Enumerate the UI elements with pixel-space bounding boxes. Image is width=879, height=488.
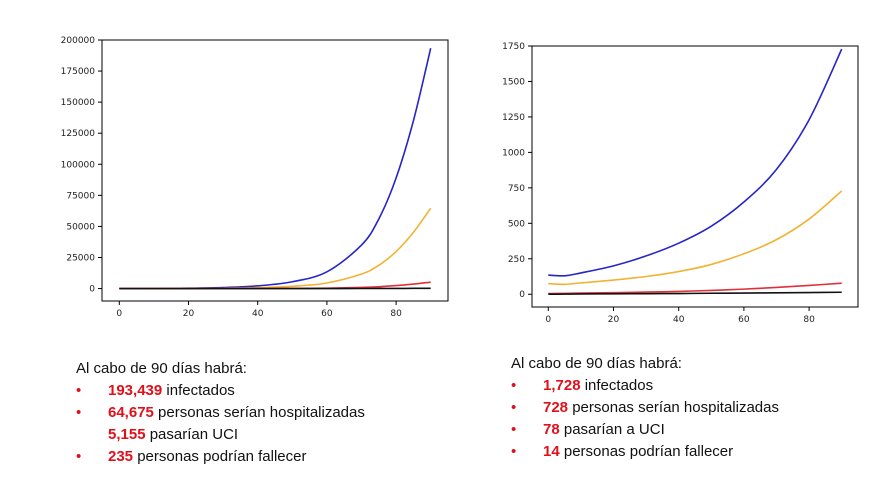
summary-right: Al cabo de 90 días habrá: • 1,728 infecta… xyxy=(511,352,851,463)
series-line-0 xyxy=(119,47,432,290)
summary-number: 235 xyxy=(108,448,134,465)
list-item: • 1,728 infectados xyxy=(511,375,851,397)
x-tick-label: 80 xyxy=(803,315,815,325)
series-line-3 xyxy=(548,291,842,296)
bullet-icon: • xyxy=(76,448,82,465)
x-tick-label: 0 xyxy=(545,315,551,325)
bullet-icon: • xyxy=(511,399,517,416)
series-line-1 xyxy=(119,207,432,290)
summary-left: Al cabo de 90 días habrá: • 193,439 infec… xyxy=(76,357,436,468)
bullet-icon: • xyxy=(511,421,517,438)
list-item: • 728 personas serían hospitalizadas xyxy=(511,397,851,419)
summary-title: Al cabo de 90 días habrá: xyxy=(76,360,247,377)
bullet-icon: • xyxy=(76,404,82,421)
summary-text: pasarían UCI xyxy=(145,426,239,443)
series-line-1 xyxy=(548,190,843,286)
x-tick-label: 0 xyxy=(116,309,122,319)
x-tick-label: 20 xyxy=(608,315,620,325)
summary-text: personas podrían fallecer xyxy=(133,448,307,465)
summary-list: • 1,728 infectados • 728 personas serían h… xyxy=(511,375,851,463)
x-tick-label: 40 xyxy=(252,309,264,319)
summary-number: 5,155 xyxy=(108,426,146,443)
list-item: • 78 pasarían a UCI xyxy=(511,419,851,441)
plot-frame xyxy=(531,45,859,308)
x-tick-label: 80 xyxy=(390,309,402,319)
summary-number: 193,439 xyxy=(108,382,163,399)
y-tick-label: 1250 xyxy=(502,113,525,123)
y-tick-label: 100000 xyxy=(61,160,96,170)
chart-right-svg: 0 250 500 750 1000 1250 1500 1750 0 20 40 60 80 xyxy=(502,42,859,325)
y-tick-label: 1750 xyxy=(502,42,525,52)
y-tick-label: 1500 xyxy=(502,77,525,87)
y-tick-label: 25000 xyxy=(66,254,95,264)
summary-text: infectados xyxy=(580,377,654,394)
series-line-2 xyxy=(548,282,842,295)
series-line-0 xyxy=(548,48,843,277)
bullet-icon: • xyxy=(511,377,517,394)
chart-left-svg: 0 25000 50000 75000 100000 125000 150000 175000… xyxy=(61,36,449,319)
y-tick-label: 500 xyxy=(508,219,525,229)
summary-text: infectados xyxy=(162,382,235,399)
summary-title: Al cabo de 90 días habrá: xyxy=(511,355,682,372)
x-tick-label: 60 xyxy=(321,309,333,319)
bullet-icon: • xyxy=(511,443,517,460)
x-tick-label: 20 xyxy=(183,309,195,319)
y-tick-label: 150000 xyxy=(61,98,96,108)
summary-number: 78 xyxy=(543,421,560,438)
summary-text: personas podrían fallecer xyxy=(559,443,734,460)
y-tick-label: 200000 xyxy=(61,36,96,46)
list-item: • 64,675 personas serían hospitalizadas xyxy=(76,402,436,424)
plot-frame xyxy=(101,39,449,302)
summary-number: 64,675 xyxy=(108,404,154,421)
y-tick-label: 0 xyxy=(89,285,95,295)
x-tick-label: 60 xyxy=(738,315,750,325)
list-item: • 235 personas podrían fallecer xyxy=(76,446,436,468)
y-tick-label: 75000 xyxy=(66,191,95,201)
summary-text: personas serían hospitalizadas xyxy=(568,399,779,416)
chart-left: 0 25000 50000 75000 100000 125000 150000 175000… xyxy=(50,30,460,330)
summary-number: 14 xyxy=(543,443,560,460)
x-tick-label: 40 xyxy=(673,315,685,325)
y-tick-label: 175000 xyxy=(61,67,96,77)
summary-text: personas serían hospitalizadas xyxy=(153,404,365,421)
summary-number: 1,728 xyxy=(543,377,581,394)
summary-text: pasarían a UCI xyxy=(559,421,665,438)
y-tick-label: 0 xyxy=(519,290,525,300)
chart-right: 0 250 500 750 1000 1250 1500 1750 0 20 40 60 80 xyxy=(488,36,868,336)
list-item: • 14 personas podrían fallecer xyxy=(511,441,851,463)
list-item: 5,155 pasarían UCI xyxy=(76,424,436,446)
y-tick-label: 125000 xyxy=(61,129,96,139)
list-item: • 193,439 infectados xyxy=(76,380,436,402)
summary-list: • 193,439 infectados • 64,675 personas ser… xyxy=(76,380,436,468)
y-tick-label: 750 xyxy=(508,184,525,194)
y-tick-label: 1000 xyxy=(502,148,525,158)
y-tick-label: 250 xyxy=(508,255,525,265)
bullet-icon: • xyxy=(76,382,82,399)
y-tick-label: 50000 xyxy=(66,222,95,232)
summary-number: 728 xyxy=(543,399,569,416)
